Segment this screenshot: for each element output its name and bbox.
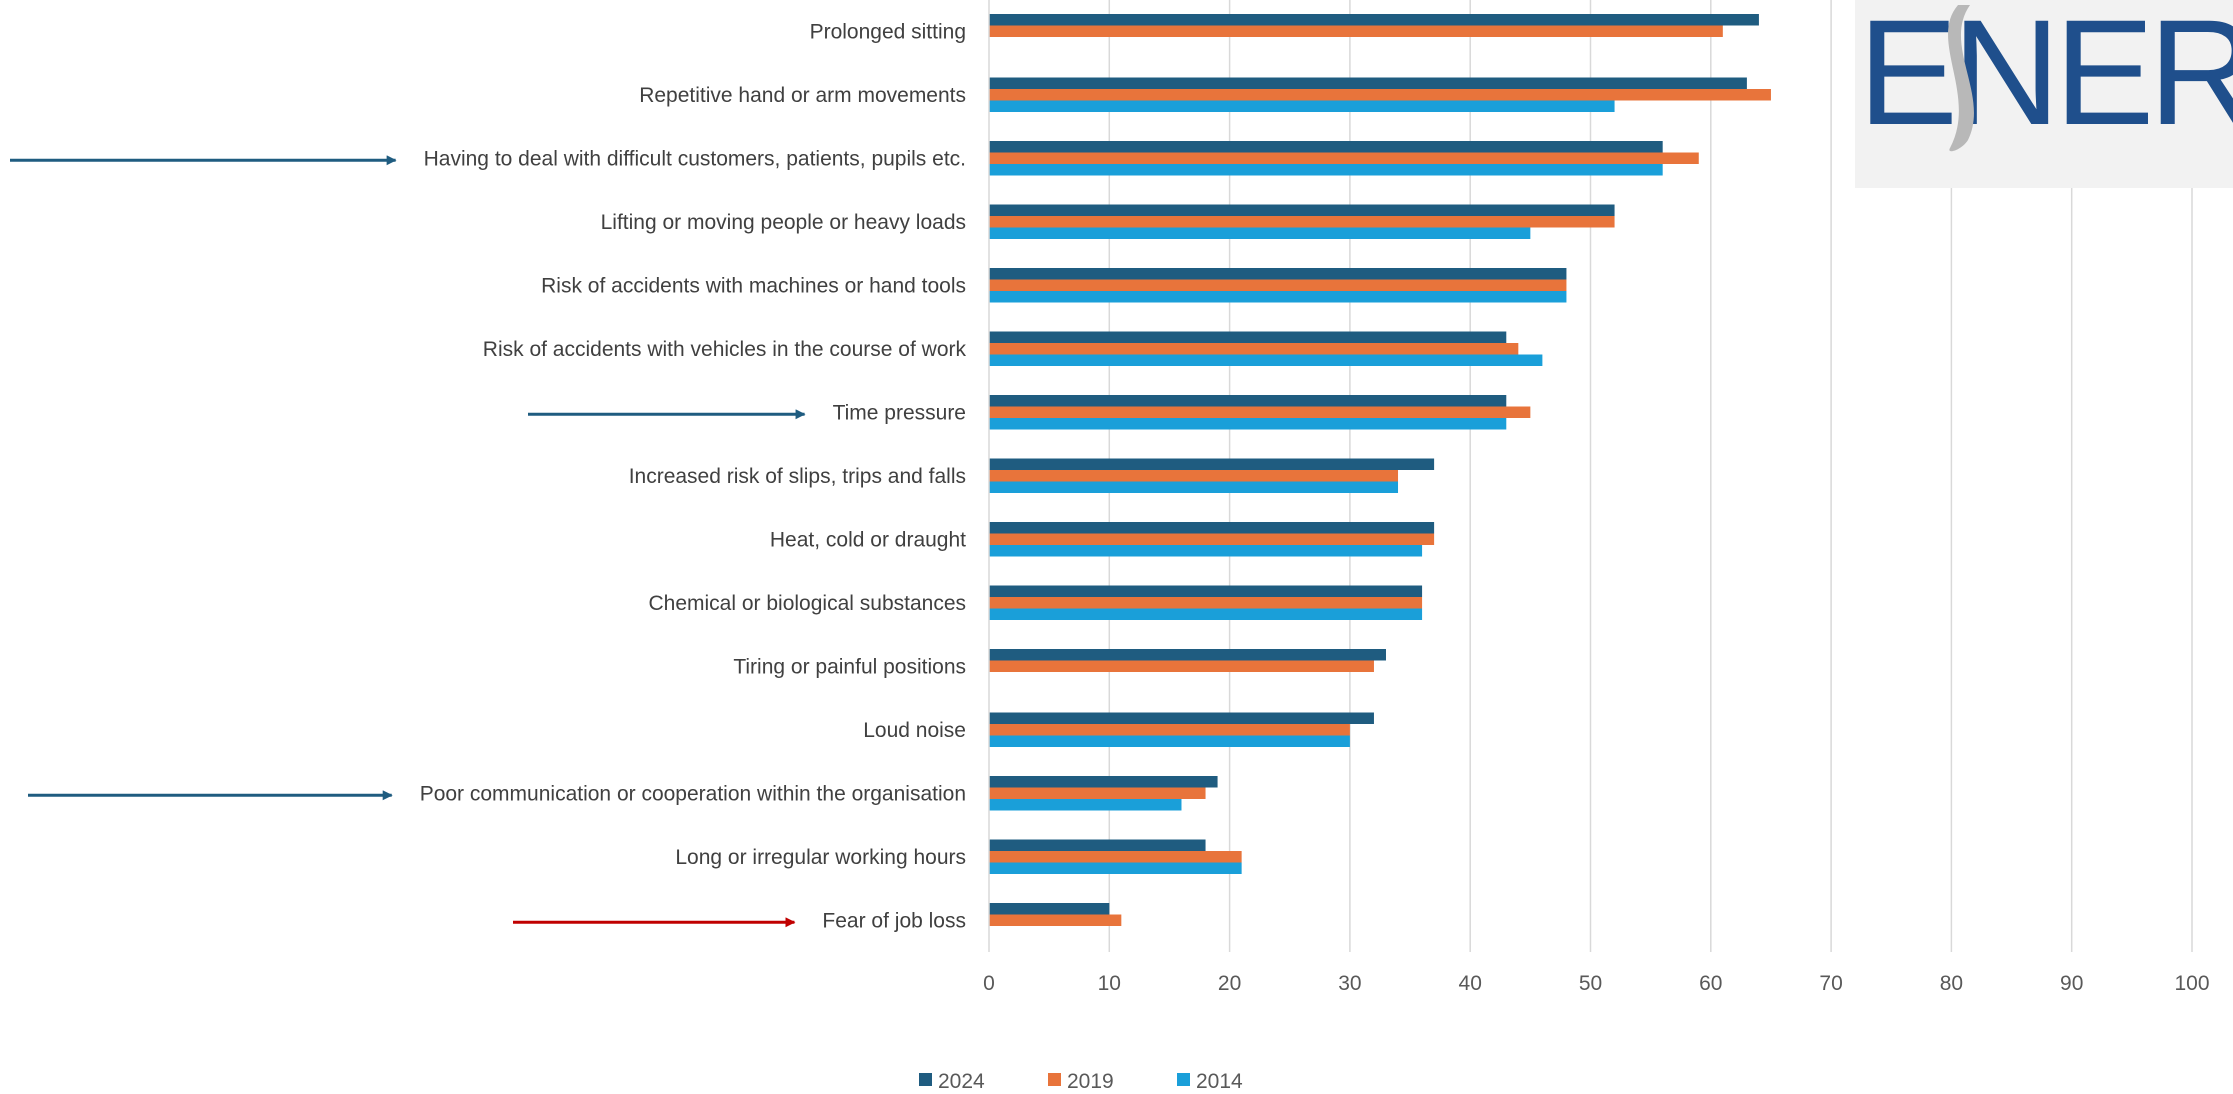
bar-2019 [989,660,1374,672]
category-label: Chemical or biological substances [649,592,967,615]
category-label: Having to deal with difficult customers,… [424,147,966,170]
bar-2014 [989,418,1507,430]
category-label: Poor communication or cooperation within… [420,782,966,805]
bar-2024 [989,14,1759,26]
bar-2019 [989,25,1723,37]
category-label: Lifting or moving people or heavy loads [601,211,966,234]
x-tick-label: 20 [1218,972,1241,995]
axis: 0 10 20 30 40 50 60 70 80 90 100 [983,0,2210,995]
bar-2014 [989,291,1567,303]
category-label: Tiring or painful positions [733,655,966,678]
bar-2024 [989,331,1507,343]
bars [989,14,1771,926]
x-tick-label: 40 [1459,972,1482,995]
category-label: Risk of accidents with machines or hand … [541,274,966,297]
category-label: Heat, cold or draught [770,528,966,551]
bar-2019 [989,216,1615,228]
legend-label: 2019 [1067,1070,1114,1093]
bar-2024 [989,458,1435,470]
bar-2024 [989,141,1663,153]
category-label: Loud noise [863,719,966,742]
logo-swoosh [1948,5,1974,152]
logo-letter-e: E [1858,0,1952,156]
bar-2014 [989,862,1242,874]
bar-2014 [989,227,1531,239]
bar-2019 [989,470,1399,482]
legend: 2024 2019 2014 [919,1070,1243,1093]
category-label: Risk of accidents with vehicles in the c… [483,338,967,361]
legend-swatch [1048,1073,1061,1086]
bar-2019 [989,851,1242,863]
logo-letters-rest: NER [1952,0,2233,156]
bar-2019 [989,279,1567,291]
bar-2019 [989,597,1423,609]
category-label: Time pressure [833,401,966,424]
x-tick-label: 60 [1699,972,1722,995]
bar-2019 [989,406,1531,418]
logo-text: ENER [1858,0,2233,156]
bar-2014 [989,164,1663,176]
bar-2024 [989,649,1386,661]
bar-2014 [989,799,1182,811]
category-label: Prolonged sitting [810,20,966,43]
category-label: Fear of job loss [822,909,966,932]
bar-2014 [989,100,1615,112]
x-tick-label: 100 [2174,972,2209,995]
legend-swatch [919,1073,932,1086]
bar-2019 [989,343,1519,355]
bar-2014 [989,481,1399,493]
category-label: Long or irregular working hours [675,846,966,869]
bar-2019 [989,914,1122,926]
bar-2014 [989,735,1350,747]
x-tick-label: 30 [1338,972,1361,995]
bar-2024 [989,522,1435,534]
bar-2024 [989,395,1507,407]
x-tick-label: 90 [2060,972,2083,995]
bar-2014 [989,354,1543,366]
bar-2014 [989,545,1423,557]
bar-2019 [989,533,1435,545]
x-tick-label: 50 [1579,972,1602,995]
bar-2019 [989,152,1699,164]
bar-2024 [989,839,1206,851]
highlight-arrows [10,155,806,928]
esener-logo: ENER [1855,0,2233,188]
category-labels: Prolonged sitting Repetitive hand or arm … [420,20,967,932]
legend-swatch [1177,1073,1190,1086]
bar-2024 [989,204,1615,216]
bar-2019 [989,89,1771,101]
bar-2019 [989,724,1350,736]
bar-2024 [989,903,1110,915]
bar-2024 [989,268,1567,280]
category-label: Repetitive hand or arm movements [639,84,966,107]
x-tick-label: 80 [1940,972,1963,995]
bar-2024 [989,77,1747,89]
legend-label: 2024 [938,1070,985,1093]
bar-2024 [989,712,1374,724]
x-tick-label: 70 [1819,972,1842,995]
bar-2014 [989,608,1423,620]
category-label: Increased risk of slips, trips and falls [629,465,966,488]
bar-2019 [989,787,1206,799]
bar-2024 [989,776,1218,788]
x-tick-label: 0 [983,972,995,995]
legend-label: 2014 [1196,1070,1243,1093]
x-tick-label: 10 [1098,972,1121,995]
bar-2024 [989,585,1423,597]
